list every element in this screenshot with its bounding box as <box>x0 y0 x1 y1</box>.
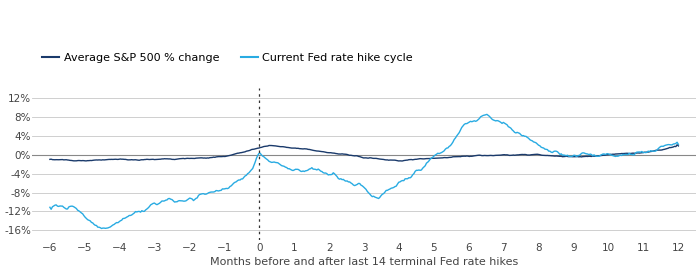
X-axis label: Months before and after last 14 terminal Fed rate hikes: Months before and after last 14 terminal… <box>210 257 518 267</box>
Legend: Average S&P 500 % change, Current Fed rate hike cycle: Average S&P 500 % change, Current Fed ra… <box>38 49 417 67</box>
